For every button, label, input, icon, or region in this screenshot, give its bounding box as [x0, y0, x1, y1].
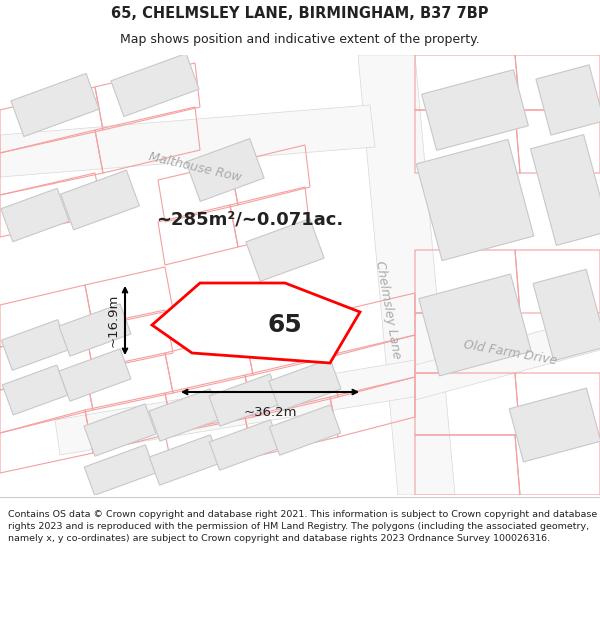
Text: Malthouse Row: Malthouse Row [148, 150, 242, 184]
Polygon shape [533, 269, 600, 361]
Polygon shape [11, 74, 99, 136]
Text: 65: 65 [268, 313, 302, 337]
Polygon shape [422, 70, 529, 150]
Polygon shape [149, 389, 221, 441]
Polygon shape [269, 359, 341, 411]
Text: ~285m²/~0.071ac.: ~285m²/~0.071ac. [157, 211, 344, 229]
Polygon shape [1, 188, 69, 242]
Text: 65, CHELMSLEY LANE, BIRMINGHAM, B37 7BP: 65, CHELMSLEY LANE, BIRMINGHAM, B37 7BP [111, 6, 489, 21]
Polygon shape [536, 65, 600, 135]
Polygon shape [2, 365, 68, 415]
Polygon shape [0, 105, 375, 177]
Polygon shape [59, 304, 131, 356]
Polygon shape [209, 374, 281, 426]
Polygon shape [416, 139, 534, 261]
Polygon shape [358, 55, 455, 495]
Polygon shape [59, 349, 131, 401]
Polygon shape [419, 274, 531, 376]
Text: Map shows position and indicative extent of the property.: Map shows position and indicative extent… [120, 33, 480, 46]
Polygon shape [84, 404, 156, 456]
Text: Chelmsley Lane: Chelmsley Lane [373, 260, 403, 360]
Polygon shape [85, 445, 155, 495]
Polygon shape [61, 170, 139, 230]
Polygon shape [55, 360, 425, 455]
Polygon shape [209, 420, 281, 470]
Polygon shape [149, 435, 221, 485]
Polygon shape [246, 219, 324, 281]
Polygon shape [530, 134, 600, 246]
Polygon shape [269, 405, 341, 455]
Polygon shape [111, 54, 199, 116]
Text: Old Farm Drive: Old Farm Drive [462, 338, 558, 367]
Polygon shape [415, 315, 600, 400]
Text: ~16.9m: ~16.9m [107, 294, 120, 348]
Polygon shape [509, 388, 600, 462]
Text: Contains OS data © Crown copyright and database right 2021. This information is : Contains OS data © Crown copyright and d… [8, 510, 597, 542]
Text: ~36.2m: ~36.2m [243, 406, 297, 419]
Polygon shape [152, 283, 360, 363]
Polygon shape [186, 139, 264, 201]
Polygon shape [1, 320, 68, 370]
